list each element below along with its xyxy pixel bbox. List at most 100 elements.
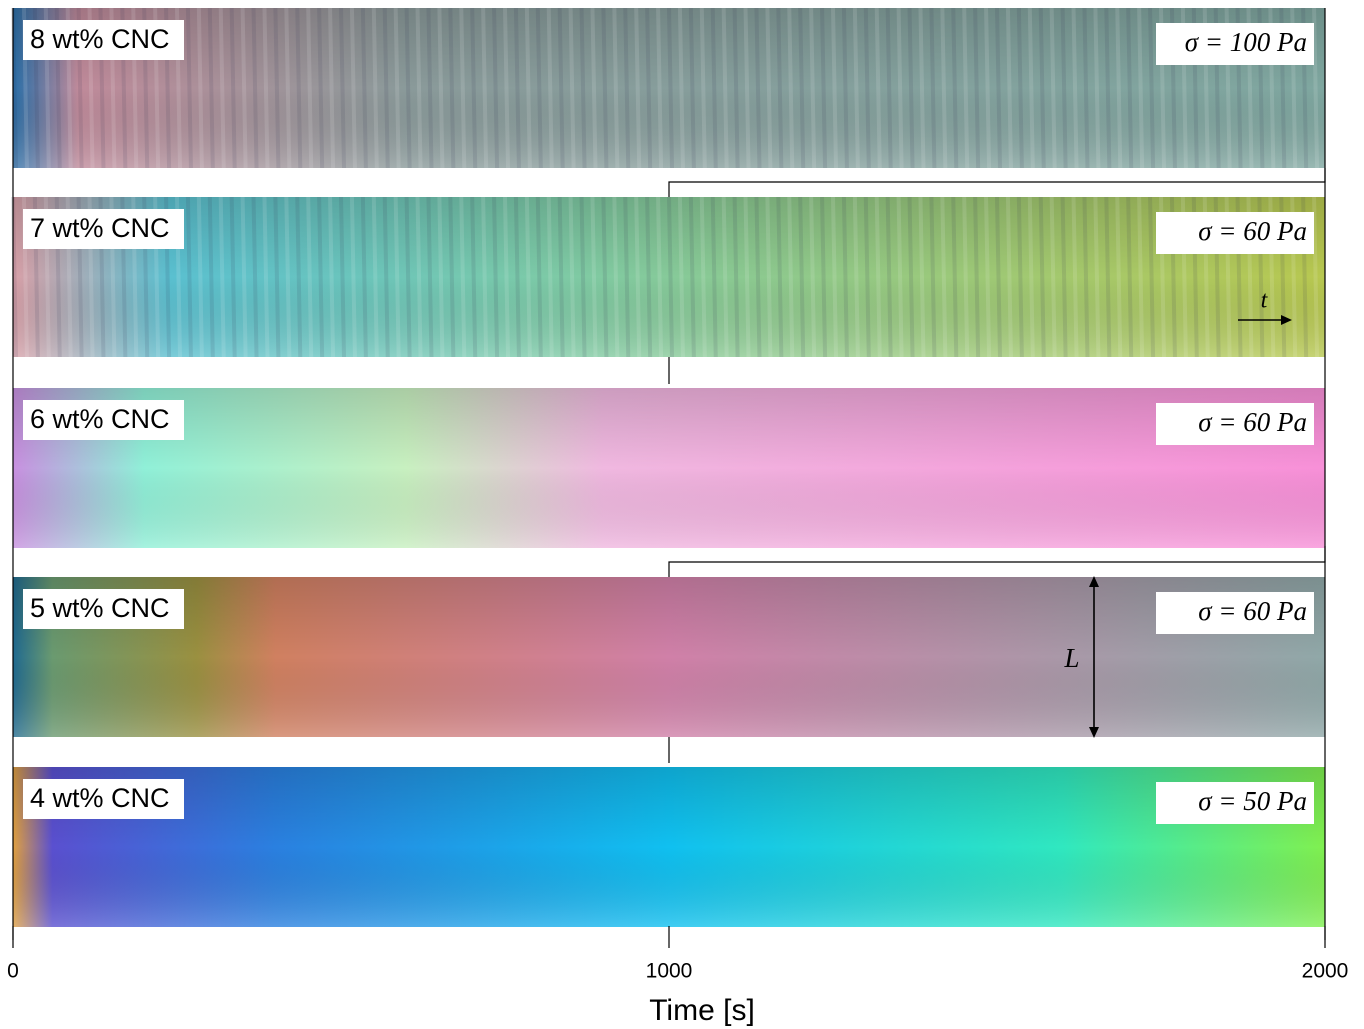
x-tick-label: 0: [7, 960, 19, 983]
stripe: [262, 7, 270, 169]
stripe: [1027, 196, 1035, 358]
stripe: [929, 196, 937, 358]
stripe: [382, 7, 390, 169]
stripe: [929, 7, 937, 169]
stripe: [229, 7, 237, 169]
stress-label: σ = 100 Pa: [1185, 27, 1307, 57]
stripe: [907, 196, 915, 358]
stripe: [218, 7, 226, 169]
arrow-label: L: [1063, 643, 1079, 673]
stripe: [984, 196, 992, 358]
arrowhead: [1089, 727, 1099, 738]
panel-shading: [13, 388, 1325, 548]
stripe: [776, 196, 784, 358]
stripe: [863, 7, 871, 169]
stripe: [940, 196, 948, 358]
stripe: [459, 196, 467, 358]
stripe: [470, 196, 478, 358]
stripe: [546, 196, 554, 358]
stripe: [557, 196, 565, 358]
stripe: [1093, 196, 1101, 358]
stress-label: σ = 50 Pa: [1198, 786, 1307, 816]
stripe: [918, 7, 926, 169]
stripe: [1093, 7, 1101, 169]
stripe: [885, 196, 893, 358]
stripe: [251, 196, 259, 358]
stripe: [218, 196, 226, 358]
arrowhead: [1089, 576, 1099, 587]
stripe: [393, 7, 401, 169]
stripe: [874, 7, 882, 169]
stripe: [524, 7, 532, 169]
stripe: [645, 7, 653, 169]
label-box: [23, 20, 184, 60]
stripe: [273, 7, 281, 169]
stripe: [601, 7, 609, 169]
stripe: [196, 196, 204, 358]
stripe: [481, 196, 489, 358]
stripe: [1071, 7, 1079, 169]
stripe: [809, 7, 817, 169]
stripe: [754, 7, 762, 169]
stripe: [371, 7, 379, 169]
stripe: [699, 196, 707, 358]
stripe: [1104, 196, 1112, 358]
stripe: [404, 7, 412, 169]
stripe: [798, 196, 806, 358]
stripe: [1038, 7, 1046, 169]
stripe: [349, 7, 357, 169]
stripe: [940, 7, 948, 169]
stripe: [590, 196, 598, 358]
stripe: [1104, 7, 1112, 169]
stripe: [667, 196, 674, 358]
stripe: [820, 7, 828, 169]
stripe: [831, 196, 838, 358]
panel-label: 5 wt% CNC: [30, 593, 170, 623]
stripe: [1126, 7, 1134, 169]
stripe: [885, 7, 893, 169]
stripe: [437, 7, 445, 169]
stripe: [349, 196, 357, 358]
label-box: [23, 779, 184, 819]
stripe: [743, 196, 751, 358]
stripe: [568, 196, 576, 358]
stripe: [896, 196, 904, 358]
stripe: [273, 196, 281, 358]
stripe: [852, 7, 860, 169]
stripe: [196, 7, 204, 169]
stress-box: [1156, 23, 1314, 65]
stripe: [360, 196, 368, 358]
panel-shading: [13, 767, 1325, 927]
stripe: [612, 7, 620, 169]
stripe: [1126, 196, 1134, 358]
stripe: [459, 7, 467, 169]
stripe: [743, 7, 751, 169]
stripe: [601, 196, 609, 358]
panel-shading: [13, 197, 1325, 357]
stripe: [918, 196, 926, 358]
stripe: [962, 196, 970, 358]
stripe: [448, 7, 456, 169]
stripe: [503, 7, 510, 169]
stripe: [612, 196, 620, 358]
stripe: [339, 196, 346, 358]
bracket: [668, 168, 1326, 197]
stripe: [470, 7, 478, 169]
x-tick-label: 1000: [646, 960, 693, 983]
stress-box: [1156, 592, 1314, 634]
stripe: [995, 7, 1002, 169]
stripe: [787, 7, 795, 169]
stripe: [699, 7, 707, 169]
stripe: [721, 196, 729, 358]
stress-label: σ = 60 Pa: [1198, 596, 1307, 626]
stripe: [524, 196, 532, 358]
stripe: [896, 7, 904, 169]
stripe: [863, 196, 871, 358]
stress-label: σ = 60 Pa: [1198, 407, 1307, 437]
stripe: [1060, 7, 1068, 169]
stripe: [874, 196, 882, 358]
stripe: [1137, 7, 1145, 169]
stripe: [688, 7, 696, 169]
stripe: [732, 7, 740, 169]
